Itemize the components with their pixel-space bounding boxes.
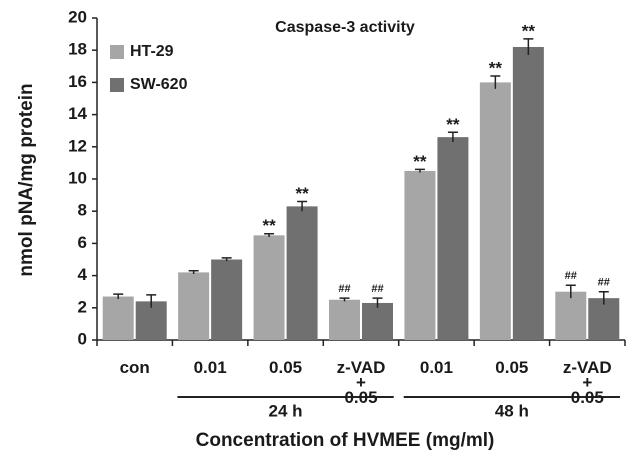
error-bar xyxy=(414,168,425,173)
y-tick-label: 8 xyxy=(78,201,87,220)
bar xyxy=(329,299,360,340)
bar xyxy=(404,170,436,340)
legend-label: SW-620 xyxy=(130,76,188,93)
significance-label: ** xyxy=(522,21,536,40)
bar xyxy=(437,137,469,340)
y-tick-label: 20 xyxy=(68,7,87,26)
x-tick-label: con xyxy=(119,358,150,377)
y-tick-label: 4 xyxy=(78,265,88,284)
y-tick-label: 2 xyxy=(78,297,87,316)
bar xyxy=(588,298,620,340)
bar xyxy=(178,272,210,340)
error-bar xyxy=(221,257,232,262)
y-tick-label: 10 xyxy=(68,168,87,187)
significance-label: ** xyxy=(413,152,427,171)
y-tick-label: 16 xyxy=(68,72,87,91)
error-bar xyxy=(447,131,458,142)
bar xyxy=(102,296,134,340)
bar xyxy=(253,235,285,340)
x-tick-label: z-VAD + 0.05 xyxy=(336,358,386,407)
error-bar xyxy=(523,38,534,56)
error-bar xyxy=(297,200,308,212)
error-bar xyxy=(188,270,199,274)
x-tick-label: z-VAD + 0.05 xyxy=(562,358,612,407)
group-label: 24 h xyxy=(269,401,303,420)
bar xyxy=(555,291,587,340)
significance-label: ## xyxy=(598,277,610,289)
error-bar xyxy=(146,294,157,308)
significance-label: ** xyxy=(295,184,309,203)
significance-label: ## xyxy=(371,283,383,295)
error-bar xyxy=(490,75,501,89)
bar xyxy=(286,206,318,340)
chart-title: Caspase-3 activity xyxy=(275,19,415,36)
legend-swatch xyxy=(110,45,124,59)
significance-label: ** xyxy=(446,115,460,134)
error-bar xyxy=(598,290,609,305)
y-tick-label: 12 xyxy=(68,136,87,155)
x-tick-label: 0.05 xyxy=(269,358,303,377)
legend-swatch xyxy=(110,78,124,92)
error-bar xyxy=(264,232,275,237)
bar xyxy=(512,46,544,340)
significance-label: ## xyxy=(565,270,577,282)
significance-label: ** xyxy=(262,216,276,235)
x-axis-title: Concentration of HVMEE (mg/ml) xyxy=(196,430,495,451)
bar xyxy=(211,259,243,340)
bar xyxy=(362,302,393,340)
error-bar xyxy=(113,293,124,299)
bar xyxy=(479,82,511,341)
legend-label: HT-29 xyxy=(130,43,174,60)
y-tick-label: 14 xyxy=(68,104,87,123)
significance-label: ## xyxy=(338,283,350,295)
significance-label: ** xyxy=(489,58,503,77)
y-axis-title: nmol pNA/mg protein xyxy=(16,83,37,276)
error-bar xyxy=(565,284,576,299)
x-tick-label: 0.01 xyxy=(419,358,453,377)
y-tick-label: 6 xyxy=(78,233,87,252)
error-bar xyxy=(339,297,350,302)
y-tick-label: 0 xyxy=(78,329,87,348)
group-label: 48 h xyxy=(495,401,529,420)
y-tick-label: 18 xyxy=(68,40,87,59)
error-bar xyxy=(372,297,383,308)
x-tick-label: 0.01 xyxy=(193,358,227,377)
x-tick-label: 0.05 xyxy=(495,358,529,377)
